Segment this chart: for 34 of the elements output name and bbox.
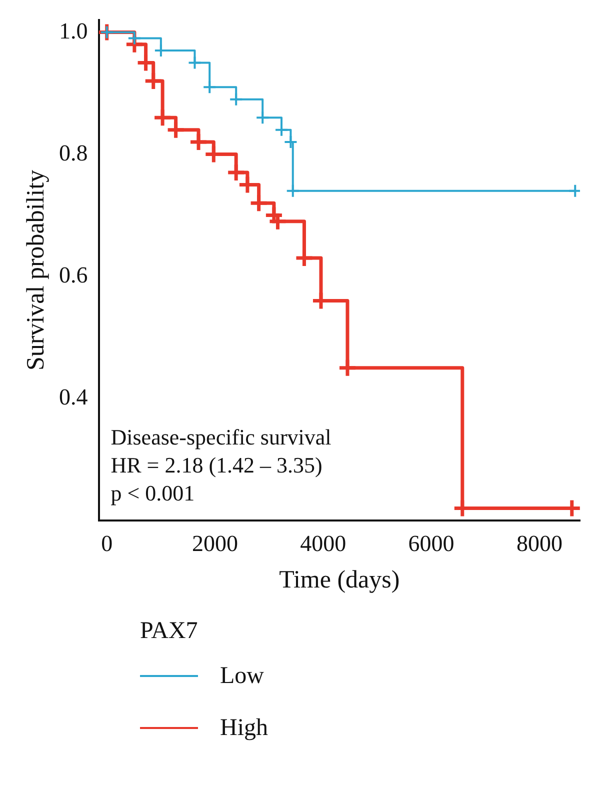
point — [229, 92, 244, 106]
point — [286, 184, 300, 198]
point — [338, 358, 358, 378]
point — [136, 52, 156, 72]
y-tick-label: 0.4 — [59, 384, 88, 410]
point — [144, 71, 164, 91]
x-tick-label: 0 — [101, 531, 113, 556]
point — [127, 31, 142, 46]
point — [100, 25, 114, 40]
point — [188, 132, 208, 152]
annotation: p < 0.001 — [110, 480, 195, 506]
point — [166, 120, 186, 140]
x-tick-label: 4000 — [300, 531, 346, 556]
point — [152, 108, 172, 128]
point — [294, 248, 314, 268]
point — [256, 110, 270, 125]
x-tick-label: 8000 — [516, 531, 562, 556]
x-tick-label: 2000 — [192, 531, 238, 556]
point — [188, 56, 202, 70]
legend-label: Low — [220, 662, 264, 690]
point — [202, 80, 217, 94]
annotation: HR = 2.18 (1.42 – 3.35) — [110, 452, 322, 478]
point — [249, 193, 269, 213]
y-tick-label: 0.8 — [59, 140, 88, 166]
y-tick-label: 1.0 — [59, 18, 88, 44]
y-axis-title: Survival probability — [22, 169, 50, 371]
point — [274, 122, 289, 137]
x-axis-title: Time (days) — [279, 566, 400, 594]
legend-label: High — [220, 714, 268, 742]
point — [284, 135, 298, 150]
x-tick-label: 6000 — [408, 531, 454, 556]
legend-title: PAX7 — [140, 618, 199, 645]
annotation: Disease-specific survival — [110, 424, 332, 450]
y-tick-label: 0.6 — [59, 262, 88, 288]
